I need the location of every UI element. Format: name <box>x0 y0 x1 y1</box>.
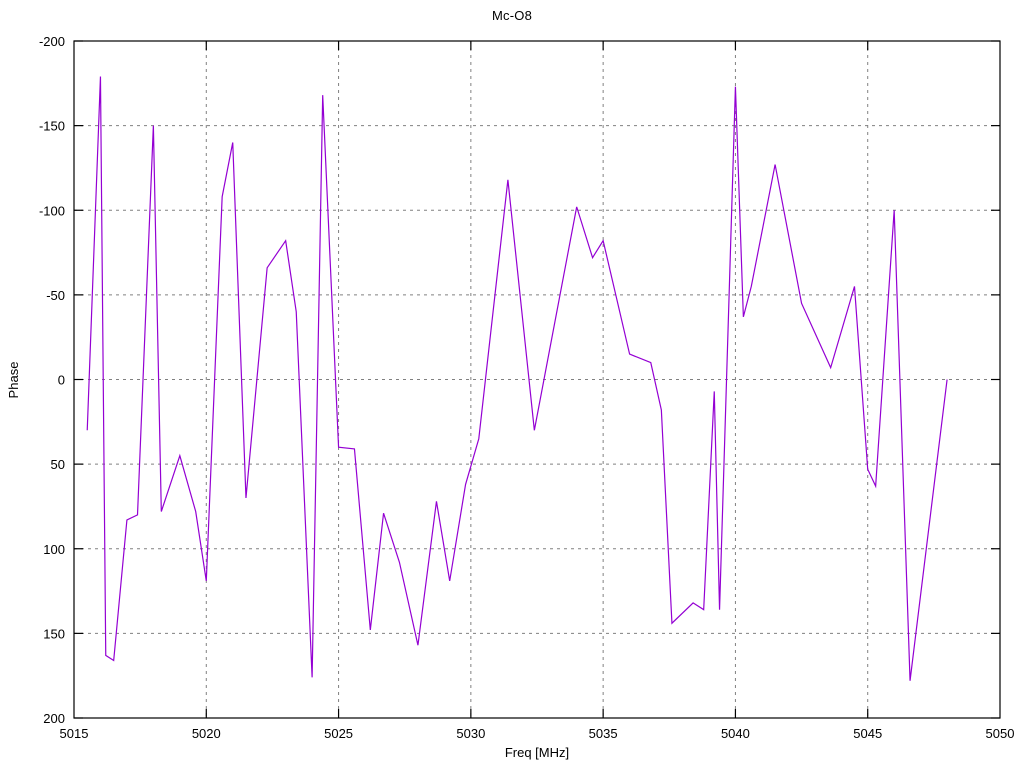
y-axis-title: Phase <box>6 362 21 399</box>
x-axis-title: Freq [MHz] <box>505 745 569 760</box>
y-tick-label: -100 <box>39 203 65 218</box>
x-tick-label: 5050 <box>986 726 1015 741</box>
y-tick-label: -50 <box>46 288 65 303</box>
y-tick-label: 100 <box>43 542 65 557</box>
y-tick-label: 50 <box>51 457 65 472</box>
y-tick-label: -150 <box>39 119 65 134</box>
x-tick-label: 5025 <box>324 726 353 741</box>
x-tick-label: 5045 <box>853 726 882 741</box>
gridlines <box>74 41 1000 718</box>
data-series-line <box>86 76 948 681</box>
y-tick-label: 0 <box>58 373 65 388</box>
x-tick-label: 5040 <box>721 726 750 741</box>
y-tick-label: 200 <box>43 711 65 726</box>
plot-frame <box>73 40 1001 719</box>
x-tick-label: 5030 <box>456 726 485 741</box>
chart-title: Mc-O8 <box>492 8 532 23</box>
x-tick-label: 5020 <box>192 726 221 741</box>
data-series-group <box>86 76 948 681</box>
x-tick-label: 5015 <box>60 726 89 741</box>
y-tick-label: -200 <box>39 34 65 49</box>
x-tick-label: 5035 <box>589 726 618 741</box>
y-tick-label: 150 <box>43 626 65 641</box>
axis-tick-labels: 200 150 100 50 0 -50 -100 -150 -200 5015 5020 5025 5… <box>39 34 1014 741</box>
